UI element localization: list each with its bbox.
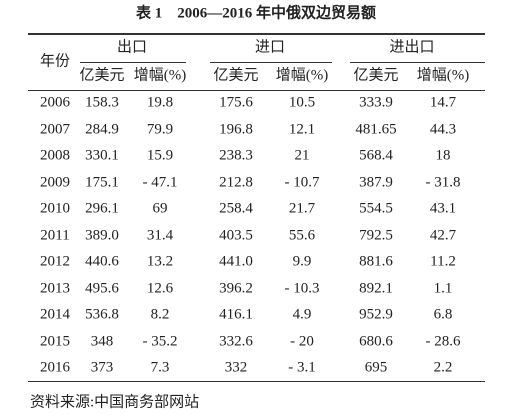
value-cell: 175.6 — [219, 94, 253, 111]
value-cell: 212.8 — [219, 174, 253, 190]
value-cell: - 3.1 — [288, 359, 316, 376]
value-cell: 952.9 — [359, 306, 393, 323]
value-cell: 12.1 — [288, 121, 316, 137]
value-cell: 554.5 — [359, 200, 393, 217]
value-cell: 55.6 — [288, 227, 316, 243]
value-cell: 536.8 — [85, 306, 119, 323]
value-cell: 19.8 — [146, 94, 174, 111]
column-header: 增幅(%) — [275, 67, 329, 84]
value-cell: 373 — [90, 359, 114, 376]
value-cell: 11.2 — [430, 253, 456, 270]
value-cell: 387.9 — [359, 174, 393, 190]
column-header: 亿美元 — [79, 67, 125, 84]
value-cell: 441.0 — [219, 253, 253, 270]
value-cell: 332 — [224, 359, 248, 376]
value-cell: 296.1 — [85, 200, 119, 217]
value-cell: 21 — [294, 147, 310, 164]
year-cell: 2016 — [40, 359, 70, 376]
value-cell: 284.9 — [85, 121, 119, 137]
value-cell: 6.8 — [433, 306, 453, 323]
value-cell: 495.6 — [85, 280, 119, 296]
value-cell: 15.9 — [146, 147, 174, 164]
value-cell: 9.9 — [292, 253, 312, 270]
value-cell: 7.3 — [150, 359, 170, 376]
value-cell: 396.2 — [219, 280, 253, 296]
year-cell: 2015 — [40, 333, 70, 349]
column-header: 增幅(%) — [133, 67, 187, 84]
value-cell: 42.7 — [429, 227, 457, 243]
value-cell: 8.2 — [150, 306, 170, 323]
value-cell: 416.1 — [219, 306, 253, 323]
value-cell: 18 — [435, 147, 451, 164]
group-header: 出口 — [116, 39, 148, 56]
value-cell: 12.6 — [146, 280, 174, 296]
year-cell: 2010 — [40, 200, 70, 217]
value-cell: 158.3 — [85, 94, 119, 111]
column-header: 亿美元 — [353, 67, 399, 84]
value-cell: 2.2 — [433, 359, 453, 376]
group-rule — [210, 62, 332, 63]
value-cell: - 10.7 — [284, 174, 320, 190]
group-header: 进口 — [254, 39, 286, 56]
table-bottom-rule — [28, 381, 485, 382]
year-cell: 2013 — [40, 280, 70, 296]
group-header: 进出口 — [389, 39, 435, 56]
value-cell: 333.9 — [359, 94, 393, 111]
value-cell: - 47.1 — [142, 174, 178, 190]
value-cell: 43.1 — [429, 200, 457, 217]
table-top-rule — [28, 33, 485, 35]
header-rule — [28, 90, 485, 91]
group-rule — [350, 62, 485, 63]
value-cell: - 31.8 — [425, 174, 461, 190]
year-cell: 2007 — [40, 121, 70, 137]
value-cell: 13.2 — [146, 253, 174, 270]
value-cell: 695 — [364, 359, 388, 376]
value-cell: 330.1 — [85, 147, 119, 164]
value-cell: 332.6 — [219, 333, 253, 349]
year-cell: 2008 — [40, 147, 70, 164]
value-cell: 44.3 — [429, 121, 457, 137]
value-cell: 389.0 — [85, 227, 119, 243]
value-cell: 403.5 — [219, 227, 253, 243]
column-header: 亿美元 — [213, 67, 259, 84]
value-cell: 258.4 — [219, 200, 253, 217]
column-header: 增幅(%) — [416, 67, 470, 84]
value-cell: - 28.6 — [425, 333, 461, 349]
value-cell: 680.6 — [359, 333, 393, 349]
value-cell: 238.3 — [219, 147, 253, 164]
value-cell: - 35.2 — [142, 333, 178, 349]
value-cell: 568.4 — [359, 147, 393, 164]
value-cell: 481.65 — [355, 121, 397, 137]
value-cell: 440.6 — [85, 253, 119, 270]
value-cell: - 20 — [290, 333, 314, 349]
table-title: 表 1 2006—2016 年中俄双边贸易额 — [135, 5, 377, 22]
group-rule — [80, 62, 186, 63]
year-cell: 2012 — [40, 253, 70, 270]
value-cell: - 10.3 — [284, 280, 320, 296]
value-cell: 79.9 — [146, 121, 174, 137]
year-cell: 2014 — [40, 306, 70, 323]
year-cell: 2006 — [40, 94, 70, 111]
value-cell: 196.8 — [219, 121, 253, 137]
value-cell: 175.1 — [85, 174, 119, 190]
value-cell: 21.7 — [288, 200, 316, 217]
value-cell: 1.1 — [433, 280, 453, 296]
footnote: 资料来源:中国商务部网站 — [30, 394, 200, 411]
year-cell: 2011 — [40, 227, 70, 243]
value-cell: 4.9 — [292, 306, 312, 323]
value-cell: 348 — [90, 333, 114, 349]
value-cell: 14.7 — [429, 94, 457, 111]
value-cell: 31.4 — [146, 227, 174, 243]
value-cell: 69 — [152, 200, 168, 217]
value-cell: 792.5 — [359, 227, 393, 243]
value-cell: 881.6 — [359, 253, 393, 270]
value-cell: 892.1 — [359, 280, 393, 296]
value-cell: 10.5 — [288, 94, 316, 111]
year-cell: 2009 — [40, 174, 70, 190]
year-header: 年份 — [39, 53, 71, 70]
